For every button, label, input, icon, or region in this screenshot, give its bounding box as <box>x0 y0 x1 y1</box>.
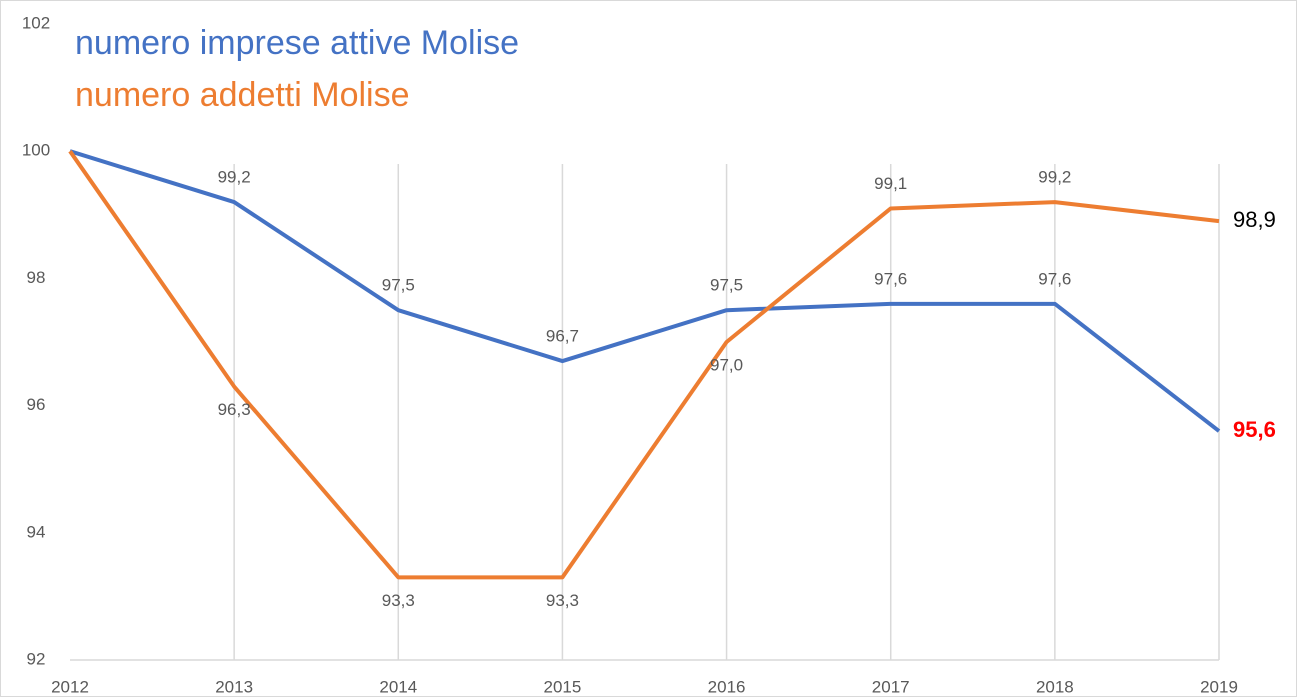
x-tick-label: 2019 <box>1200 677 1238 696</box>
y-tick-label: 94 <box>27 522 46 541</box>
data-label: 93,3 <box>382 591 415 610</box>
data-label: 96,3 <box>218 400 251 419</box>
end-label: 95,6 <box>1233 417 1276 442</box>
series-line <box>68 150 1220 580</box>
y-tick-label: 100 <box>22 141 50 160</box>
data-label: 97,5 <box>382 276 415 295</box>
data-label: 99,2 <box>1038 168 1071 187</box>
x-tick-label: 2013 <box>215 677 253 696</box>
data-label: 97,0 <box>710 355 743 374</box>
legend-entry: numero addetti Molise <box>75 76 410 114</box>
data-label: 96,7 <box>546 327 579 346</box>
data-label: 97,6 <box>1038 269 1071 288</box>
x-tick-label: 2012 <box>51 677 89 696</box>
y-tick-label: 92 <box>27 649 46 668</box>
data-label: 97,6 <box>874 269 907 288</box>
data-label: 99,2 <box>218 168 251 187</box>
end-label: 98,9 <box>1233 207 1276 232</box>
y-tick-label: 102 <box>22 13 50 32</box>
x-tick-label: 2014 <box>379 677 417 696</box>
series-line <box>69 149 1221 433</box>
x-tick-label: 2018 <box>1036 677 1074 696</box>
x-tick-label: 2016 <box>708 677 746 696</box>
y-tick-label: 98 <box>27 268 46 287</box>
x-tick-label: 2015 <box>544 677 582 696</box>
legend-entry: numero imprese attive Molise <box>75 24 519 62</box>
y-tick-label: 96 <box>27 395 46 414</box>
x-tick-label: 2017 <box>872 677 910 696</box>
data-label: 93,3 <box>546 591 579 610</box>
data-label: 97,5 <box>710 276 743 295</box>
data-label: 99,1 <box>874 174 907 193</box>
